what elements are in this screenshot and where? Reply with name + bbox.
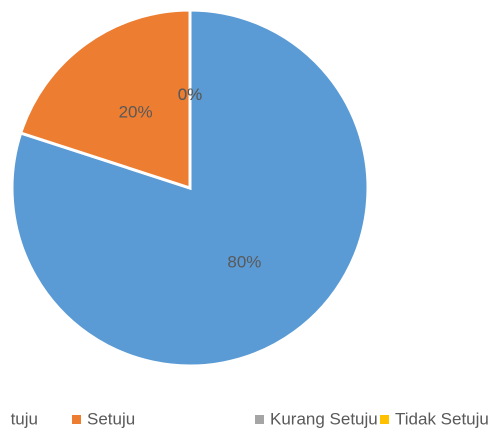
pie-slice: [10, 8, 370, 368]
data-label: 80%: [227, 252, 261, 271]
data-label: 0%: [178, 85, 203, 104]
data-label: 0%: [178, 85, 203, 104]
legend-marker: [380, 415, 389, 424]
legend-label: tuju: [11, 409, 38, 428]
data-label: 20%: [119, 103, 153, 122]
legend-marker: [255, 415, 264, 424]
legend-label: Setuju: [87, 409, 135, 428]
pie-slice: [18, 8, 192, 191]
legend-marker: [72, 415, 81, 424]
legend-label: Kurang Setuju: [270, 409, 378, 428]
legend-label: Tidak Setuju: [395, 409, 489, 428]
